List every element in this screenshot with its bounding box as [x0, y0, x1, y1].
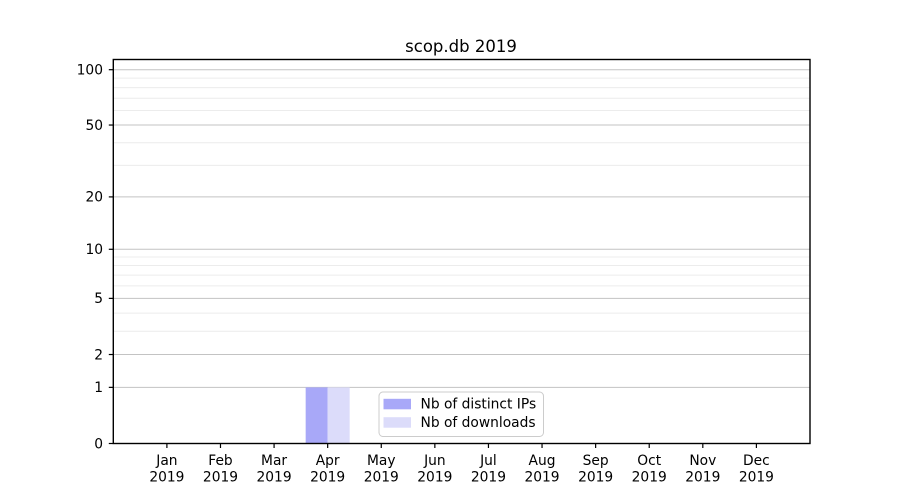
x-tick-label-month: Feb — [208, 453, 232, 469]
x-tick-label-year: 2019 — [632, 470, 667, 486]
legend-swatch — [383, 417, 411, 428]
x-tick-label-year: 2019 — [685, 470, 720, 486]
x-tick-label-month: May — [367, 453, 396, 469]
x-tick-label-month: Nov — [689, 453, 716, 469]
x-tick-label-year: 2019 — [524, 470, 559, 486]
x-tick-label-year: 2019 — [471, 470, 506, 486]
legend-box — [378, 391, 544, 437]
plot-border — [112, 58, 811, 445]
y-tick-label: 50 — [85, 118, 103, 134]
bar-downloads — [327, 387, 350, 444]
legend-label: Nb of downloads — [421, 415, 536, 431]
y-tick-label: 2 — [94, 347, 103, 363]
legend: Nb of distinct IPs Nb of downloads — [378, 391, 544, 437]
x-tick-label-month: Oct — [637, 453, 661, 469]
x-tick-label-year: 2019 — [203, 470, 238, 486]
x-tick-label-year: 2019 — [149, 470, 184, 486]
bars-layer — [305, 387, 350, 444]
x-tick-label-month: Mar — [261, 453, 287, 469]
grid-major-layer — [113, 69, 810, 388]
y-tick-label: 20 — [85, 190, 103, 206]
x-tick-label-month: Apr — [316, 453, 340, 469]
y-tick-label: 100 — [77, 62, 103, 78]
y-tick-label: 5 — [94, 291, 103, 307]
x-tick-label-year: 2019 — [417, 470, 452, 486]
y-tick-label: 10 — [85, 242, 103, 258]
x-tick-label-year: 2019 — [310, 470, 345, 486]
x-tick-label-month: Jul — [479, 453, 497, 469]
bar-distinct-ips — [305, 387, 328, 444]
grid-minor-layer — [113, 77, 810, 332]
axes-layer: 0125102050100Jan2019Feb2019Mar2019Apr201… — [77, 58, 811, 486]
legend-label: Nb of distinct IPs — [421, 397, 537, 413]
x-tick-label-year: 2019 — [257, 470, 292, 486]
x-tick-label-month: Jan — [155, 453, 177, 469]
x-tick-label-month: Jun — [423, 453, 446, 469]
x-tick-label-year: 2019 — [739, 470, 774, 486]
x-tick-label-month: Sep — [583, 453, 609, 469]
y-tick-label: 0 — [94, 436, 103, 452]
x-tick-label-year: 2019 — [578, 470, 613, 486]
chart-title: scop.db 2019 — [405, 37, 517, 56]
legend-swatch — [383, 398, 411, 410]
y-tick-label: 1 — [94, 380, 103, 396]
x-tick-label-year: 2019 — [364, 470, 399, 486]
x-tick-label-month: Aug — [529, 453, 556, 469]
x-tick-label-month: Dec — [743, 453, 770, 469]
